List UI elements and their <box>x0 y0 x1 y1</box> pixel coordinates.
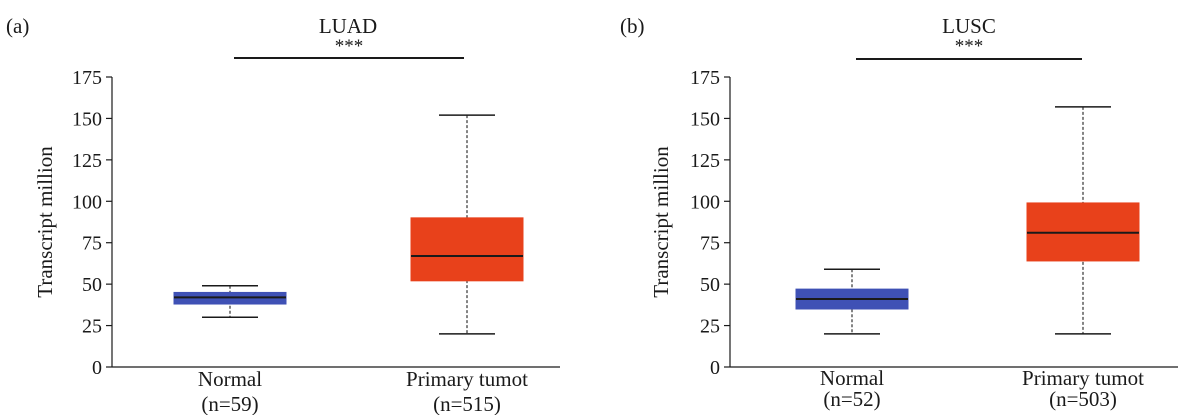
category-label: Normal <box>820 366 884 390</box>
category-n-label: (n=59) <box>201 392 258 415</box>
y-axis-label: Transcript million <box>33 146 57 298</box>
chart-title: LUSC <box>942 14 996 38</box>
y-tick-label: 150 <box>72 108 102 130</box>
category-label: Primary tumot <box>406 367 528 391</box>
y-tick-label: 175 <box>690 67 720 89</box>
category-n-label: (n=515) <box>433 392 501 415</box>
y-axis-label: Transcript million <box>649 146 673 298</box>
y-tick-label: 100 <box>690 191 720 213</box>
category-label: Normal <box>198 367 262 391</box>
y-tick-label: 100 <box>72 191 102 213</box>
y-tick-label: 0 <box>92 357 102 379</box>
box <box>410 217 524 282</box>
y-tick-label: 25 <box>700 316 720 338</box>
significance-stars: *** <box>955 36 984 57</box>
y-tick-label: 25 <box>82 316 102 338</box>
y-tick-label: 50 <box>82 274 102 296</box>
y-tick-label: 50 <box>700 274 720 296</box>
y-tick-label: 175 <box>72 67 102 89</box>
panel-label: (a) <box>6 14 29 38</box>
y-tick-label: 0 <box>710 357 720 379</box>
panel-label: (b) <box>620 14 645 38</box>
y-tick-label: 125 <box>690 150 720 172</box>
category-label: Primary tumot <box>1022 366 1144 390</box>
y-tick-label: 150 <box>690 108 720 130</box>
category-n-label: (n=52) <box>823 387 880 411</box>
y-tick-label: 125 <box>72 150 102 172</box>
y-tick-label: 75 <box>82 233 102 255</box>
significance-stars: *** <box>335 36 364 57</box>
chart-title: LUAD <box>319 14 377 38</box>
y-tick-label: 75 <box>700 233 720 255</box>
category-n-label: (n=503) <box>1049 387 1117 411</box>
